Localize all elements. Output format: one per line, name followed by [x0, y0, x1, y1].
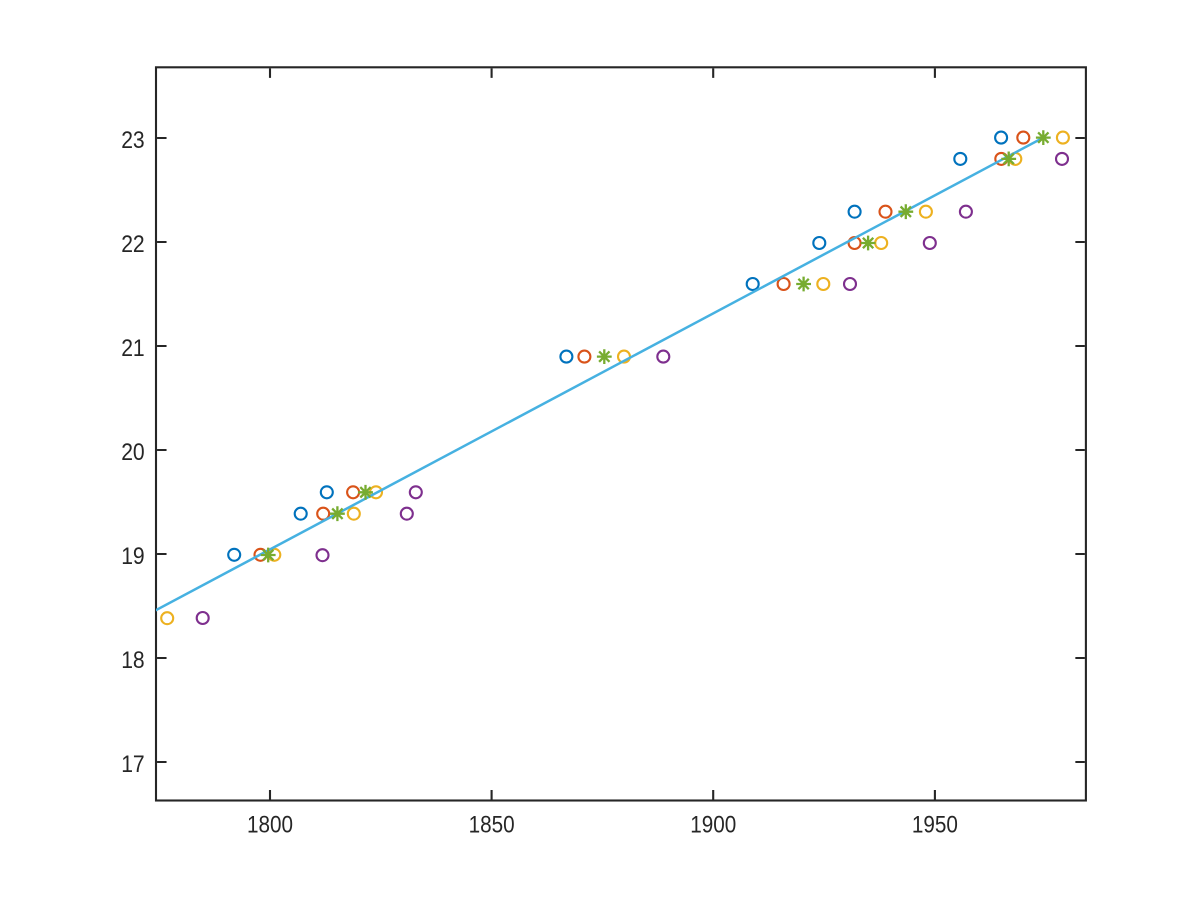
svg-text:20: 20 — [121, 439, 145, 466]
svg-text:23: 23 — [121, 127, 145, 154]
svg-text:22: 22 — [121, 231, 145, 258]
svg-text:1950: 1950 — [912, 812, 958, 839]
svg-text:1800: 1800 — [247, 812, 293, 839]
svg-text:17: 17 — [121, 751, 145, 778]
svg-text:1850: 1850 — [469, 812, 515, 839]
svg-text:19: 19 — [121, 543, 145, 570]
svg-text:18: 18 — [121, 647, 145, 674]
svg-text:21: 21 — [121, 335, 145, 362]
svg-text:1900: 1900 — [690, 812, 736, 839]
